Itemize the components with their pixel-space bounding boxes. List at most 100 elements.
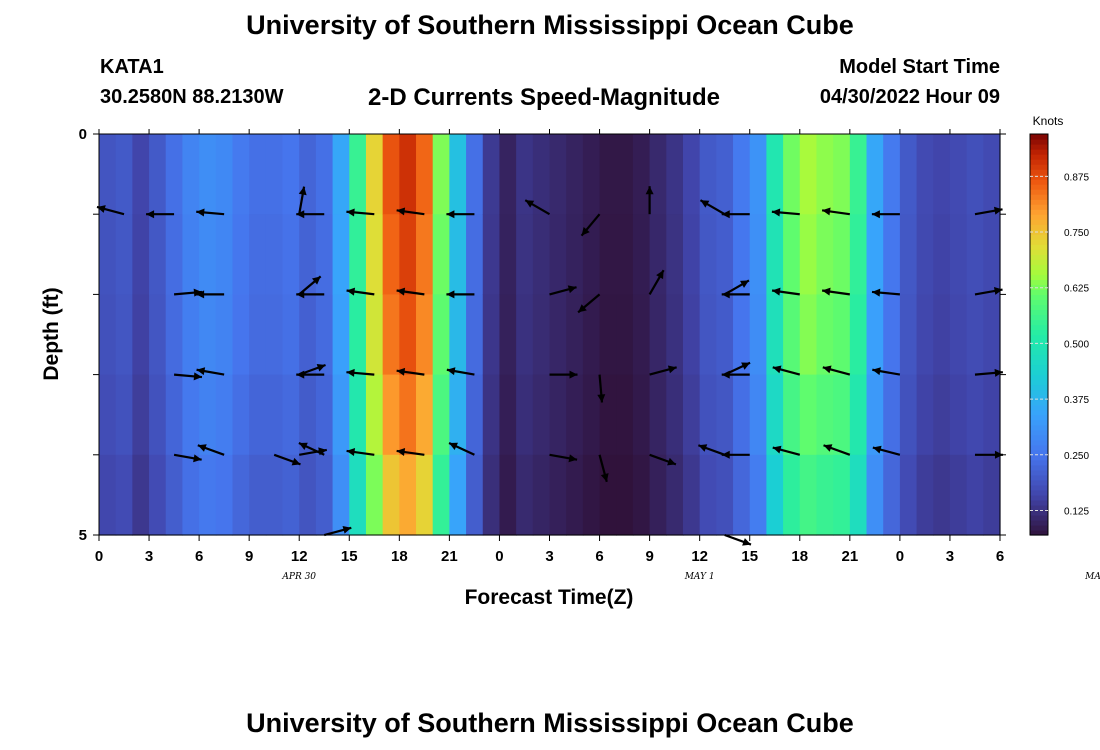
colorbar-segment [1030,374,1048,381]
heatmap-cell [682,134,701,215]
heatmap-cell [616,454,634,536]
current-vector [648,269,665,295]
current-vector [645,186,654,215]
x-tick-label: 0 [896,548,904,565]
colorbar-segment [1030,309,1048,316]
heatmap-cell [149,294,167,376]
heatmap-cell [716,294,734,376]
heatmap-cell [632,214,651,295]
heatmap-cell [99,454,117,536]
heatmap-cell [482,134,501,215]
current-vector [871,288,900,297]
heatmap-cell [949,374,968,456]
heatmap-cell [249,294,267,376]
x-tick-label: 6 [595,548,603,565]
heatmap-cell [933,214,951,295]
heatmap-cell [182,134,200,215]
vector-head [298,442,308,450]
heatmap-cell [182,454,200,536]
vector-head [656,270,664,280]
y-tick-label: 5 [79,527,87,544]
heatmap-cell [416,214,434,295]
colorbar-segment [1030,264,1048,270]
heatmap-cell [482,454,501,536]
colorbar-segment [1030,419,1048,426]
heatmap-cell [516,214,534,295]
colorbar-segment [1030,384,1048,391]
x-tick-label: 3 [145,548,153,565]
heatmap-cell [666,134,684,215]
current-vector [724,533,752,546]
heatmap-cell [883,134,901,215]
vector-head [291,457,301,466]
heatmap-cell [282,134,300,215]
colorbar-segment [1030,529,1048,536]
x-tick-label: 0 [95,548,103,565]
y-axis-label: Depth (ft) [40,287,63,380]
heatmap-cell [332,214,350,295]
heatmap-cell [866,294,884,376]
vector-head [872,445,882,454]
heatmap-cell [232,374,250,456]
colorbar-segment [1030,274,1048,280]
colorbar-segment [1030,234,1048,240]
heatmap-cell [849,294,868,376]
heatmap-cell [849,134,868,215]
current-vector [396,367,425,376]
current-vector [346,208,375,217]
heatmap-cell [432,454,450,536]
current-vector [196,367,225,376]
heatmap-cell [165,214,184,295]
current-vector [699,199,726,216]
colorbar-segment [1030,369,1048,376]
heatmap-cell [799,134,818,215]
colorbar-segment [1030,164,1048,170]
heatmap-cell [883,214,901,295]
model-start-label: Model Start Time [839,56,1000,78]
heatmap-cell [499,214,517,295]
colorbar-segment [1030,154,1048,160]
vector-head [446,367,456,376]
heatmap-cell [449,374,467,456]
heatmap-cell [866,374,884,456]
heatmap-cell [99,214,117,295]
colorbar-segment [1030,524,1048,531]
heatmap-cell [466,294,484,376]
current-vector [273,453,301,466]
vector-head [346,287,356,296]
heatmap-cell [432,134,450,215]
heatmap-cell [916,134,934,215]
heatmap-cell [699,454,717,536]
heatmap-cell [682,374,701,456]
heatmap-cell [966,374,984,456]
heatmap-cell [532,214,551,295]
heatmap-cell [315,374,334,456]
heatmap-cell [699,294,717,376]
vector-head [346,208,355,217]
heatmap-cell [432,214,450,295]
colorbar-tick-label: 0.875 [1064,172,1089,183]
vector-head [667,457,676,466]
colorbar-tick-label: 0.500 [1064,339,1089,350]
vector-head [396,448,406,456]
heatmap-cell [566,374,584,456]
heatmap-cell [883,454,901,536]
heatmap-cell [382,454,400,536]
heatmap-cell [933,134,951,215]
vector-head [296,370,305,379]
heatmap-cell [816,294,834,376]
heatmap-cell [499,374,517,456]
heatmap-cell [749,294,768,376]
heatmap-cell [232,134,250,215]
colorbar-segment [1030,324,1048,331]
vector-head [578,304,587,313]
heatmap-cell [716,374,734,456]
current-vector [871,210,900,219]
colorbar-segment [1030,259,1048,265]
x-tick-label: 18 [791,548,808,565]
heatmap-cell [783,374,801,456]
colorbar-segment [1030,199,1048,205]
vector-head [311,276,321,285]
vector-head [597,394,606,403]
heatmap-cell [666,374,684,456]
